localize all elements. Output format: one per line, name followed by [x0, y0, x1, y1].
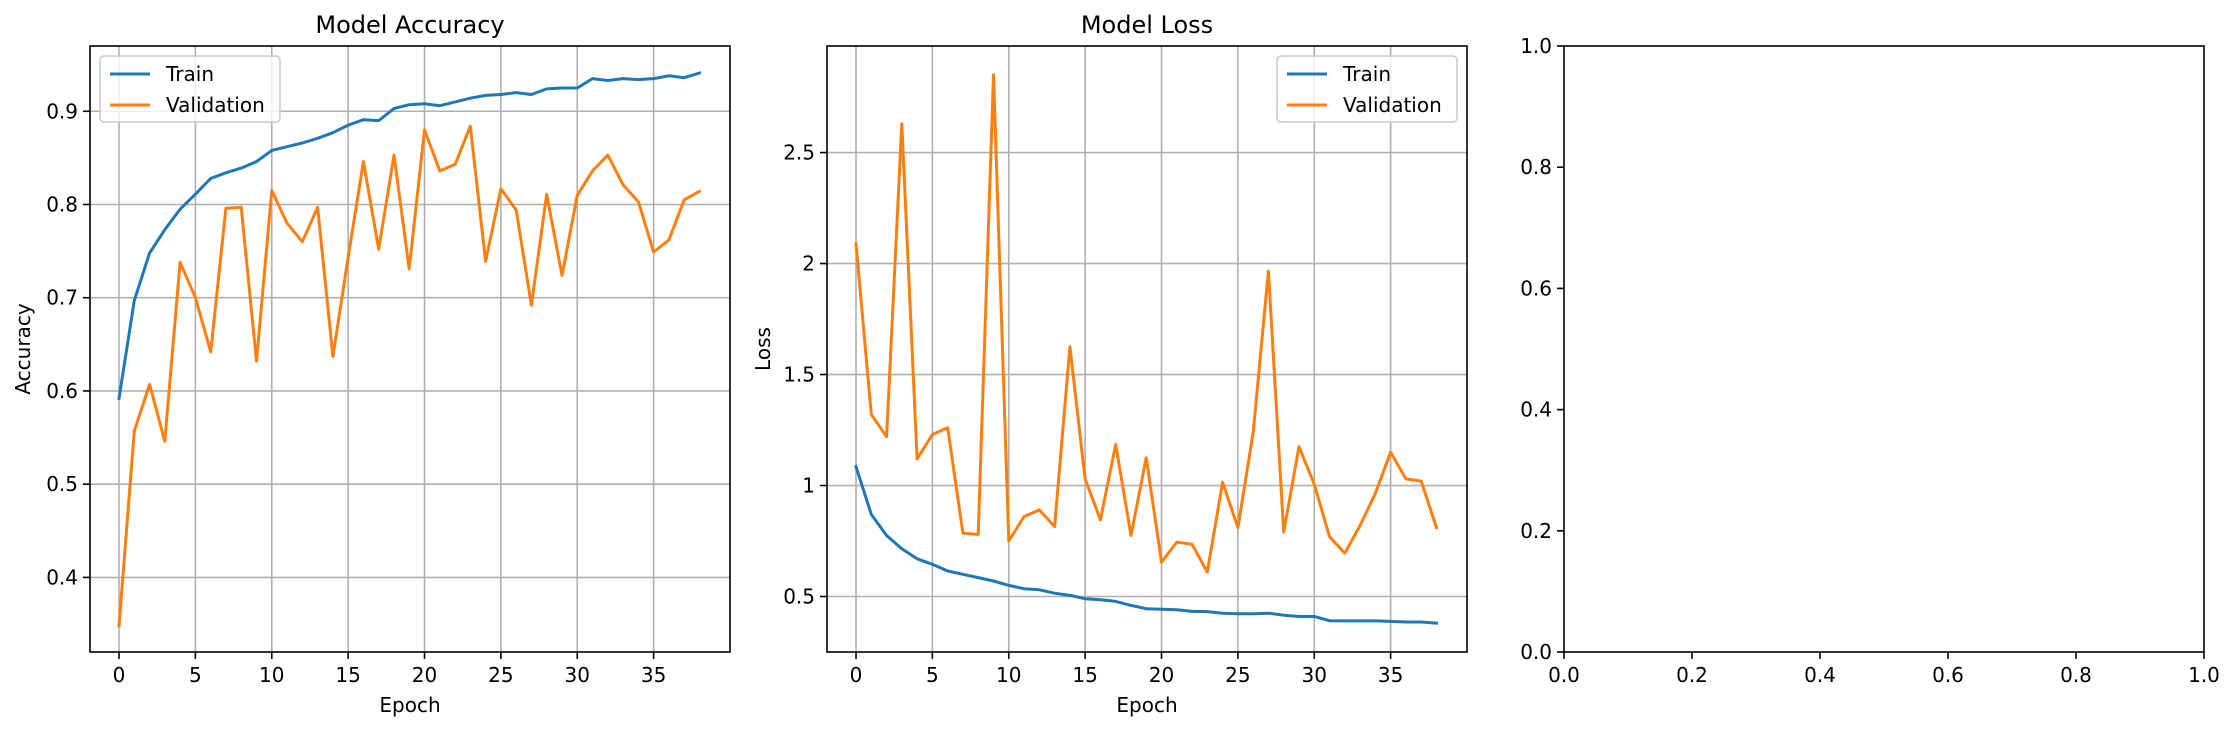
- accuracy-y-tick-label: 0.9: [46, 99, 78, 123]
- accuracy-series-validation: [117, 124, 702, 628]
- loss-y-tick-label: 1.5: [783, 363, 815, 387]
- accuracy-x-axis-label: Epoch: [379, 693, 440, 717]
- accuracy-y-tick-label: 0.4: [46, 565, 78, 589]
- loss-x-tick-label: 30: [1302, 663, 1327, 687]
- loss-x-tick-label: 5: [926, 663, 939, 687]
- empty-chart: 0.0 0.2 0.4 0.6 0.8 1.0 0.0 0.2 0.4 0.6 0.8 1.0: [1520, 34, 2220, 687]
- empty-y-tick-label: 1.0: [1520, 34, 1552, 58]
- accuracy-y-tick-label: 0.6: [46, 379, 78, 403]
- empty-x-tick-label: 1.0: [2188, 663, 2220, 687]
- accuracy-x-tick-label: 5: [189, 663, 202, 687]
- loss-chart: Model Loss Epoch Loss 0 5 10 15 20 25 30 35 0.5 1…: [751, 11, 1468, 717]
- loss-y-axis-label: Loss: [751, 327, 775, 371]
- empty-y-tick-label: 0.8: [1520, 155, 1552, 179]
- empty-x-tick-label: 0.0: [1548, 663, 1580, 687]
- loss-chart-title: Model Loss: [1081, 11, 1213, 39]
- accuracy-y-axis-label: Accuracy: [11, 303, 35, 394]
- loss-legend: Train Validation: [1276, 55, 1458, 123]
- accuracy-legend-label: Train: [165, 62, 214, 86]
- loss-x-tick-label: 20: [1149, 663, 1174, 687]
- accuracy-x-tick-label: 10: [259, 663, 284, 687]
- accuracy-series-train: [117, 71, 702, 401]
- accuracy-y-tick-label: 0.7: [46, 286, 78, 310]
- empty-x-tick-label: 0.8: [2060, 663, 2092, 687]
- loss-y-tick-label: 0.5: [783, 585, 815, 609]
- accuracy-grid: [90, 46, 730, 652]
- accuracy-x-tick-label: 0: [113, 663, 126, 687]
- loss-x-tick-label: 15: [1072, 663, 1097, 687]
- accuracy-chart: Model Accuracy Epoch Accuracy 0 5 10 15 20 25…: [11, 11, 731, 717]
- accuracy-x-tick-label: 20: [412, 663, 437, 687]
- loss-x-tick-label: 25: [1225, 663, 1250, 687]
- accuracy-plot-frame: [89, 45, 731, 653]
- loss-x-tick-label: 0: [850, 663, 863, 687]
- loss-x-axis-label: Epoch: [1116, 693, 1177, 717]
- loss-y-tick-label: 2.5: [783, 141, 815, 165]
- empty-y-tick-label: 0.2: [1520, 519, 1552, 543]
- accuracy-x-tick-label: 25: [488, 663, 513, 687]
- loss-series: [854, 73, 1439, 625]
- loss-series-train: [854, 464, 1439, 625]
- empty-x-tick-label: 0.2: [1676, 663, 1708, 687]
- accuracy-x-tick-label: 15: [335, 663, 360, 687]
- loss-x-tick-label: 10: [996, 663, 1021, 687]
- empty-y-tick-label: 0.0: [1520, 640, 1552, 664]
- accuracy-series: [117, 71, 702, 628]
- accuracy-chart-title: Model Accuracy: [315, 11, 504, 39]
- empty-ticks: 0.0 0.2 0.4 0.6 0.8 1.0 0.0 0.2 0.4 0.6 0.8 1.0: [1520, 34, 2220, 687]
- accuracy-y-tick-label: 0.5: [46, 472, 78, 496]
- loss-series-validation: [854, 73, 1439, 574]
- accuracy-x-tick-label: 35: [641, 663, 666, 687]
- loss-y-tick-label: 1: [802, 474, 815, 498]
- loss-ticks: 0 5 10 15 20 25 30 35 0.5 1 1.5 2 2.5: [783, 141, 1403, 687]
- loss-grid: [827, 46, 1467, 652]
- loss-x-tick-label: 35: [1378, 663, 1403, 687]
- empty-y-tick-label: 0.4: [1520, 398, 1552, 422]
- loss-legend-label: Validation: [1343, 93, 1442, 117]
- empty-x-tick-label: 0.4: [1804, 663, 1836, 687]
- empty-plot-frame: [1563, 45, 2205, 653]
- accuracy-ticks: 0 5 10 15 20 25 30 35 0.4 0.5 0.6 0.7 0.8 0.9: [46, 99, 666, 687]
- empty-y-tick-label: 0.6: [1520, 276, 1552, 300]
- accuracy-y-tick-label: 0.8: [46, 192, 78, 216]
- accuracy-x-tick-label: 30: [565, 663, 590, 687]
- accuracy-legend: Train Validation: [99, 55, 281, 123]
- loss-plot-frame: [826, 45, 1468, 653]
- accuracy-legend-label: Validation: [166, 93, 265, 117]
- loss-y-tick-label: 2: [802, 252, 815, 276]
- empty-x-tick-label: 0.6: [1932, 663, 1964, 687]
- loss-legend-label: Train: [1342, 62, 1391, 86]
